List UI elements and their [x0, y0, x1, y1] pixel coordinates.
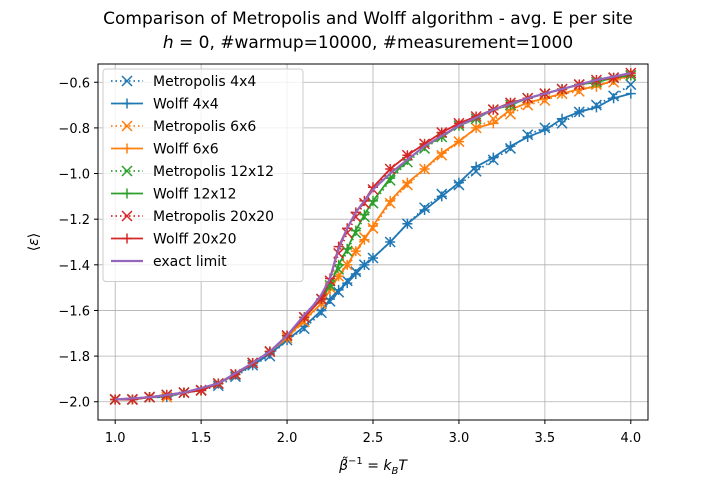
legend-entry: Wolff 12x12 [111, 187, 237, 203]
data-point [436, 191, 447, 202]
y-tick-label: −1.6 [58, 304, 90, 319]
series-exact-limit [115, 72, 632, 401]
chart-subtitle: h = 0, #warmup=10000, #measurement=1000 [163, 33, 573, 53]
data-point [350, 268, 361, 279]
legend: Metropolis 4x4 Wolff 4x4 Metropolis 6x6 Wol… [102, 68, 304, 282]
data-point [419, 163, 430, 174]
data-point [402, 218, 413, 229]
legend-label: Wolff 6x6 [153, 142, 219, 158]
legend-marker [121, 165, 133, 177]
legend-label: Metropolis 6x6 [153, 119, 256, 135]
legend-entry: Wolff 6x6 [111, 142, 219, 158]
legend-entry: Metropolis 6x6 [111, 119, 256, 135]
y-tick-label: −0.8 [58, 122, 90, 137]
legend-marker [121, 210, 133, 222]
data-point [436, 148, 447, 158]
data-point [591, 102, 602, 113]
legend-marker [121, 75, 133, 87]
data-point [557, 113, 568, 124]
x-axis-label: β̃−1 = kBT [338, 456, 408, 477]
data-point [522, 132, 533, 143]
legend-label: Metropolis 12x12 [153, 164, 274, 180]
legend-marker [122, 233, 132, 244]
y-tick-label: −1.8 [58, 350, 90, 365]
legend-entry: Metropolis 20x20 [111, 209, 274, 225]
legend-label: exact limit [153, 254, 227, 270]
y-tick-label: −0.6 [58, 76, 90, 91]
x-tick-label: 4.0 [620, 431, 641, 446]
legend-label: Metropolis 20x20 [153, 209, 274, 225]
data-point [385, 237, 396, 247]
legend-box [102, 68, 304, 282]
y-tick-label: −1.0 [58, 168, 90, 183]
data-point [342, 278, 353, 289]
data-point [368, 221, 378, 232]
y-tick-label: −1.2 [58, 213, 90, 228]
legend-entry: Metropolis 12x12 [111, 164, 274, 180]
data-point [539, 125, 550, 136]
y-axis-label: ⟨ε⟩ [26, 233, 42, 252]
y-tick-label: −2.0 [58, 396, 90, 411]
data-point [453, 136, 464, 147]
legend-label: Wolff 4x4 [153, 97, 219, 113]
x-tick-label: 3.5 [535, 431, 556, 446]
data-point [488, 118, 499, 129]
data-point [402, 177, 413, 188]
series-line [115, 83, 632, 401]
data-point [350, 225, 361, 236]
data-point [350, 246, 361, 257]
x-tick-label: 3.0 [449, 431, 470, 446]
x-tick-label: 2.5 [363, 431, 384, 446]
data-point [453, 177, 464, 188]
legend-label: Metropolis 4x4 [153, 74, 256, 90]
data-point [359, 259, 370, 270]
data-point [385, 195, 396, 206]
data-point [359, 209, 370, 220]
data-point [471, 122, 482, 133]
chart-title: Comparison of Metropolis and Wolff algor… [103, 9, 633, 29]
data-point [368, 252, 378, 263]
series-line [115, 72, 632, 401]
legend-marker [122, 98, 132, 109]
legend-label: Wolff 12x12 [153, 187, 237, 203]
data-point [359, 234, 370, 245]
data-point [368, 195, 378, 206]
legend-marker [121, 120, 133, 132]
y-tick-label: −1.4 [58, 259, 90, 274]
data-point [333, 259, 344, 270]
legend-label: Wolff 20x20 [153, 232, 237, 248]
legend-marker [122, 188, 132, 199]
x-tick-label: 1.5 [191, 431, 212, 446]
legend-marker [122, 143, 132, 154]
data-point [488, 152, 499, 163]
data-point [608, 93, 619, 104]
data-point [419, 205, 430, 216]
data-point [625, 88, 636, 99]
data-point [625, 79, 637, 91]
legend-entry: exact limit [111, 254, 227, 270]
axis-ticks: 1.0 1.5 2.0 2.5 3.0 3.5 4.0 −2.0 −1.8 −1.6 −1.4 −1.… [58, 76, 641, 446]
data-point [505, 141, 516, 152]
x-tick-label: 1.0 [105, 431, 126, 446]
data-point [574, 106, 585, 117]
x-tick-label: 2.0 [277, 431, 298, 446]
legend-entry: Wolff 20x20 [111, 232, 237, 248]
data-point [471, 161, 482, 172]
legend-entry: Wolff 4x4 [111, 97, 219, 113]
legend-entry: Metropolis 4x4 [111, 74, 256, 90]
series-layer [109, 67, 637, 405]
